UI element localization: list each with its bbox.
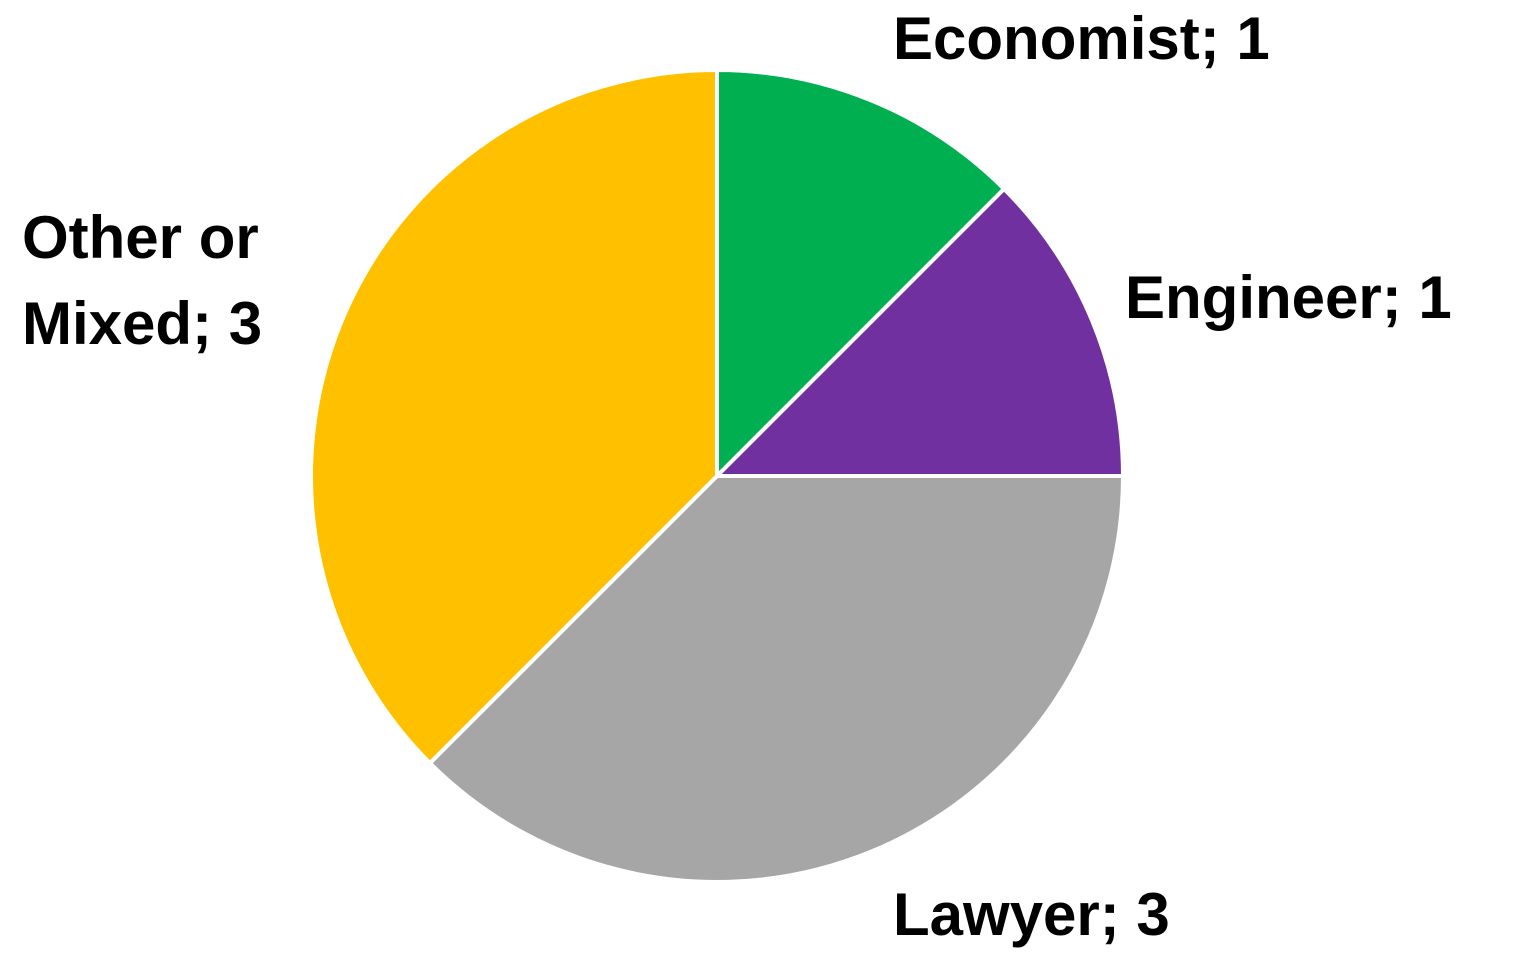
data-label: Lawyer; 3 bbox=[893, 881, 1170, 948]
data-label: Economist; 1 bbox=[893, 5, 1270, 72]
data-label: Engineer; 1 bbox=[1125, 264, 1452, 331]
pie-slice bbox=[715, 68, 1007, 478]
data-label: Other or Mixed; 3 bbox=[22, 204, 263, 357]
pie-slice bbox=[427, 474, 1125, 884]
pie-slice bbox=[715, 186, 1125, 478]
pie-slice bbox=[309, 68, 719, 766]
